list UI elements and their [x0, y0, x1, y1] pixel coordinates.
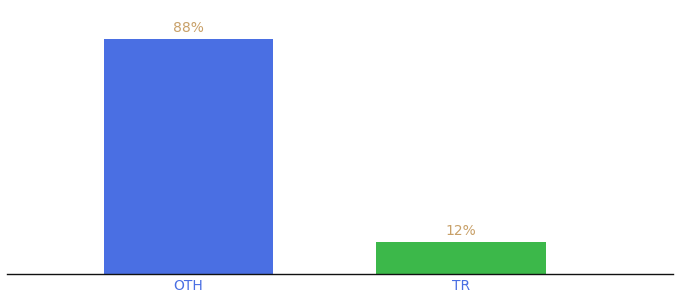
Text: 12%: 12%	[445, 224, 477, 238]
Bar	[376, 242, 546, 274]
Bar	[104, 39, 273, 274]
Text: 88%: 88%	[173, 21, 204, 35]
